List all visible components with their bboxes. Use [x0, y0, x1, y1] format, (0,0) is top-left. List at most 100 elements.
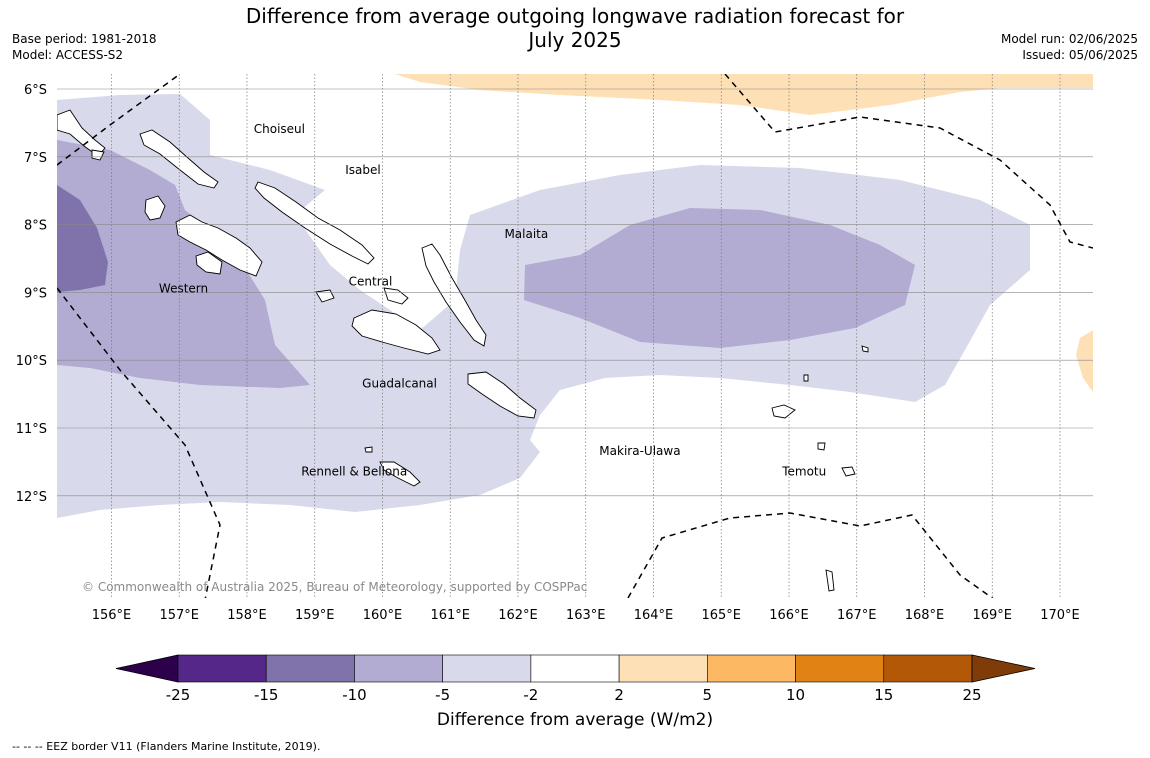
eez-border-south: [627, 512, 994, 598]
lon-tick-label: 168°E: [905, 608, 945, 623]
eez-footnote: -- -- -- EEZ border V11 (Flanders Marine…: [12, 740, 321, 753]
region-label-western: Western: [159, 281, 208, 295]
island-new-georgia: [175, 214, 263, 277]
lat-tick-label: 11°S: [16, 422, 47, 437]
region-label-central: Central: [349, 275, 393, 289]
region-label-isabel: Isabel: [345, 163, 380, 177]
eez-border-northwest: [57, 74, 181, 166]
island-vella-lavella: [144, 195, 166, 221]
model-name: Model: ACCESS-S2: [12, 48, 124, 62]
island-savo: [315, 289, 335, 303]
lat-tick-label: 8°S: [24, 219, 47, 234]
colorbar-segment: [354, 654, 443, 683]
colorbar-segment: [530, 654, 620, 683]
colorbar-segment: [442, 654, 532, 683]
meta-right: Model run: 02/06/2025 Issued: 05/06/2025: [1001, 31, 1138, 63]
region-label-rennell-bellona: Rennell & Bellona: [301, 464, 407, 478]
island-malaita: [421, 243, 487, 347]
chart-title: Difference from average outgoing longwav…: [200, 4, 950, 52]
issued-date: Issued: 05/06/2025: [1022, 48, 1138, 62]
colorbar-tick-label: -15: [254, 686, 279, 704]
islands: [57, 109, 869, 592]
lat-tick-label: 6°S: [24, 83, 47, 98]
anomaly-medium-purple-east: [524, 208, 915, 348]
anomaly-light-orange-north: [395, 74, 1093, 115]
island-small-south: [825, 569, 835, 592]
colorbar-tick-label: -2: [523, 686, 538, 704]
lat-tick-label: 7°S: [24, 151, 47, 166]
island-small-east-1: [803, 374, 809, 382]
lon-tick-label: 164°E: [634, 608, 674, 623]
colorbar-tick-label: 2: [614, 686, 624, 704]
graticule: [57, 74, 1093, 598]
colorbar-tick-label: 15: [874, 686, 893, 704]
title-line-1: Difference from average outgoing longwav…: [245, 4, 905, 28]
colorbar-segment: [618, 654, 708, 683]
lon-tick-label: 163°E: [566, 608, 606, 623]
lon-tick-label: 169°E: [972, 608, 1012, 623]
island-vanikoro: [841, 466, 856, 477]
island-shortland: [91, 149, 105, 161]
region-label-choiseul: Choiseul: [254, 122, 305, 136]
lat-tick-label: 10°S: [16, 354, 47, 369]
island-utupua: [817, 442, 826, 451]
colorbar-under-arrow: [115, 654, 179, 683]
lon-tick-label: 160°E: [363, 608, 403, 623]
island-small-east-2: [861, 345, 869, 353]
colorbar-segment: [177, 654, 267, 683]
lon-tick-label: 161°E: [430, 608, 470, 623]
island-bellona: [364, 446, 373, 453]
colorbar-segment: [795, 654, 885, 683]
lon-tick-label: 158°E: [227, 608, 267, 623]
lon-tick-label: 162°E: [498, 608, 538, 623]
anomaly-light-orange-east: [1076, 330, 1093, 392]
colorbar-tick-label: -5: [435, 686, 450, 704]
region-label-malaita: Malaita: [504, 227, 548, 241]
lon-tick-label: 166°E: [769, 608, 809, 623]
region-labels: Choiseul Isabel Malaita Western Central Guada…: [159, 122, 826, 478]
colorbar-tick-label: 25: [962, 686, 981, 704]
island-santa-cruz: [771, 404, 796, 419]
lon-tick-label: 165°E: [701, 608, 741, 623]
colorbar-segment: [707, 654, 796, 683]
colorbar-ticks: -25 -15 -10 -5 -2 2 5 10 15 25: [166, 686, 982, 704]
island-rendova: [195, 251, 223, 275]
title-line-2: July 2025: [528, 28, 622, 52]
copyright-notice: © Commonwealth of Australia 2025, Bureau…: [82, 580, 588, 594]
lon-tick-label: 170°E: [1040, 608, 1080, 623]
lon-tick-label: 159°E: [295, 608, 335, 623]
base-period: Base period: 1981-2018: [12, 32, 157, 46]
anomaly-dark-purple-west: [57, 185, 108, 292]
eez-border-northeast: [724, 74, 1093, 249]
latitude-labels: 6°S 7°S 8°S 9°S 10°S 11°S 12°S: [16, 83, 47, 505]
island-florida: [383, 287, 409, 305]
colorbar-label: Difference from average (W/m2): [436, 710, 714, 730]
colorbar-over-arrow: [971, 654, 1036, 683]
lon-tick-label: 157°E: [159, 608, 199, 623]
island-isabel: [254, 181, 375, 265]
island-makira: [467, 371, 537, 419]
lon-tick-label: 167°E: [837, 608, 877, 623]
map-area: Choiseul Isabel Malaita Western Central Guada…: [57, 74, 1093, 598]
island-rennell: [379, 461, 421, 487]
colorbar: [115, 654, 1036, 683]
region-label-guadalcanal: Guadalcanal: [362, 376, 437, 390]
eez-borders: [57, 74, 1093, 598]
model-run: Model run: 02/06/2025: [1000, 32, 1138, 46]
colorbar-tick-label: 10: [786, 686, 805, 704]
meta-left: Base period: 1981-2018 Model: ACCESS-S2: [12, 31, 157, 63]
island-guadalcanal: [351, 309, 441, 355]
eez-border-west: [57, 287, 221, 598]
colorbar-tick-label: -10: [342, 686, 367, 704]
lat-tick-label: 12°S: [16, 490, 47, 505]
colorbar-tick-label: -25: [166, 686, 191, 704]
colorbar-segment: [883, 654, 973, 683]
lon-tick-label: 156°E: [92, 608, 132, 623]
lat-tick-label: 9°S: [24, 286, 47, 301]
colorbar-tick-label: 5: [703, 686, 713, 704]
region-label-makira-ulawa: Makira-Ulawa: [599, 444, 680, 458]
longitude-labels: 156°E 157°E 158°E 159°E 160°E 161°E 162°E 163°E…: [92, 608, 1080, 623]
region-label-temotu: Temotu: [781, 464, 826, 478]
colorbar-segment: [265, 654, 355, 683]
